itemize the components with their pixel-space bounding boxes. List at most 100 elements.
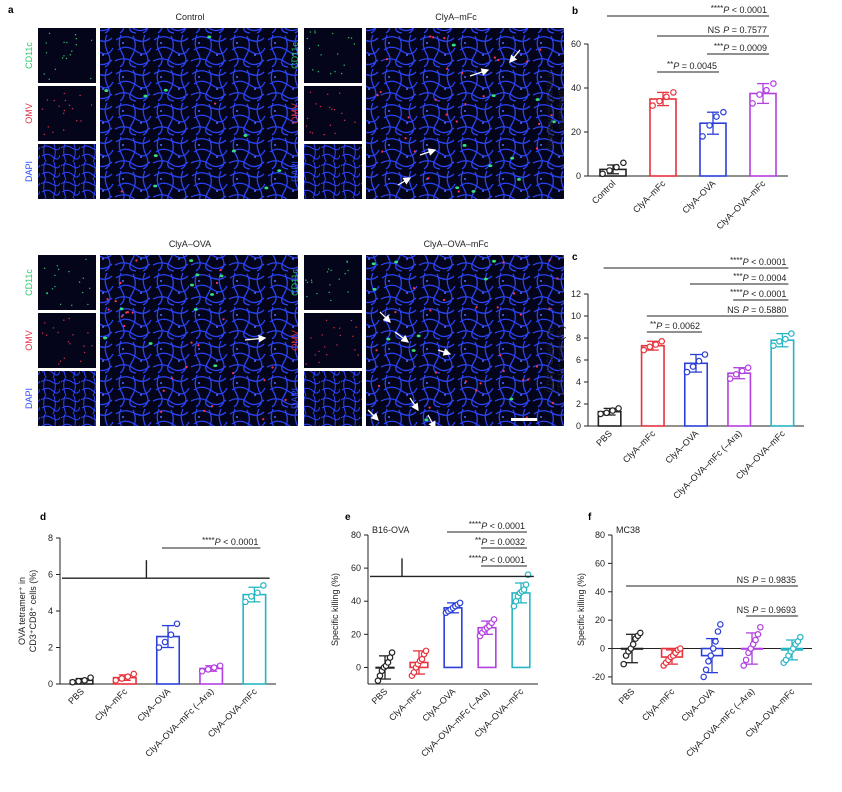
signal-dot [305, 125, 308, 127]
y-tick-label: 0 [600, 644, 605, 654]
y-tick-label: 20 [571, 127, 581, 137]
cd11c-signal [103, 336, 108, 340]
y-tick-label: 2 [576, 399, 581, 409]
omv-signal [215, 281, 219, 285]
cd11c-signal [488, 164, 493, 168]
omv-signal [197, 344, 200, 347]
signal-dot [63, 92, 66, 95]
data-point [782, 335, 789, 343]
omv-signal [443, 37, 446, 40]
signal-dot [79, 94, 81, 97]
omv-signal [126, 311, 130, 314]
cd11c-signal [451, 43, 456, 47]
data-point [210, 664, 218, 671]
omv-signal [550, 114, 553, 117]
data-point [683, 368, 691, 376]
omv-signal [464, 380, 468, 383]
signal-dot [63, 55, 65, 57]
y-tick-label: 0 [576, 171, 581, 181]
cd11c-signal [163, 88, 168, 92]
data-point [663, 93, 670, 101]
signal-dot [305, 279, 307, 281]
channel-label: DAPI [290, 388, 300, 409]
signal-dot [54, 285, 56, 288]
micrograph-title: ClyA–OVA–mFc [424, 239, 489, 249]
data-point [161, 638, 169, 646]
significance-label: ***P = 0.0009 [714, 42, 767, 53]
omv-signal [284, 398, 287, 401]
signal-dot [343, 64, 345, 66]
omv-signal [548, 259, 551, 262]
signal-dot [309, 31, 312, 33]
cd11c-signal [492, 259, 497, 263]
signal-dot [337, 53, 339, 55]
arrow-marker [437, 348, 452, 356]
cd11c-signal [219, 274, 224, 278]
signal-dot [45, 52, 48, 54]
x-tick-label: ClyA–OVA [135, 686, 172, 723]
omv-signal [123, 324, 126, 328]
signal-dot [87, 332, 89, 334]
cd11c-signal [416, 334, 421, 338]
bar [770, 339, 795, 427]
data-point [707, 652, 715, 659]
omv-signal [556, 277, 559, 280]
bar [649, 98, 677, 177]
signal-dot [308, 47, 311, 50]
data-point [652, 341, 660, 348]
data-point [640, 346, 648, 354]
signal-dot [46, 99, 49, 101]
omv-signal [464, 102, 467, 106]
omv-signal [457, 190, 460, 193]
y-tick-label: 20 [595, 615, 605, 625]
signal-dot [311, 132, 314, 134]
signal-dot [330, 269, 332, 272]
cd11c-signal [153, 184, 158, 188]
panel-letter: b [572, 6, 578, 17]
cd11c-signal [491, 94, 496, 98]
omv-signal [222, 318, 225, 321]
y-tick-label: 8 [576, 333, 581, 343]
cd11c-signal [386, 337, 391, 341]
data-point [242, 598, 249, 606]
data-point [699, 133, 706, 140]
omv-signal [535, 365, 539, 368]
signal-dot [326, 354, 328, 356]
channel-thumbnail [38, 255, 96, 310]
data-point [422, 647, 430, 655]
omv-signal [526, 378, 530, 381]
channel-thumbnail [304, 371, 362, 426]
x-tick-label: ClyA–mFc [640, 686, 677, 723]
omv-signal [429, 309, 432, 312]
cd11c-signal [231, 149, 236, 153]
signal-dot [64, 99, 67, 102]
data-point [388, 649, 396, 656]
channel-thumbnail [304, 313, 362, 368]
signal-dot [316, 292, 318, 295]
signal-dot [80, 360, 82, 363]
data-point [204, 666, 212, 673]
micrograph-2: ClyA–mFc CD11c OMV DAPI [290, 12, 564, 199]
data-point [606, 167, 613, 174]
signal-dot [312, 69, 314, 71]
signal-dot [328, 291, 330, 294]
cd11c-signal [119, 307, 124, 311]
data-point [75, 677, 82, 685]
omv-signal [131, 311, 134, 314]
y-tick-label: 40 [571, 83, 581, 93]
x-tick-label: ClyA–OVA–mFc [714, 178, 767, 231]
arrow-marker [419, 148, 437, 156]
panel-letter: c [572, 252, 578, 263]
y-tick-label: 6 [48, 570, 53, 580]
x-tick-label: ClyA–mFc [93, 686, 130, 723]
data-point [714, 628, 722, 635]
signal-dot [47, 126, 49, 128]
x-tick-label: ClyA–OVA–mFc (–Ara) [419, 686, 491, 758]
channel-label: OMV [290, 330, 300, 351]
signal-dot [75, 38, 77, 40]
data-point [603, 409, 610, 417]
cd11c-signal [371, 262, 376, 266]
signal-dot [354, 121, 356, 123]
omv-signal [185, 366, 188, 369]
arrow-marker [244, 334, 267, 343]
